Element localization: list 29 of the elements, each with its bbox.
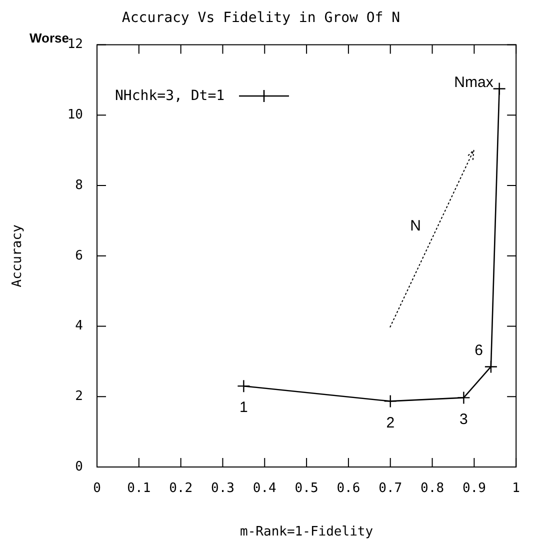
- y-tick-label: 4: [75, 318, 84, 334]
- x-tick-label: 0.3: [210, 481, 234, 496]
- x-tick-label: 0.5: [294, 481, 318, 496]
- x-tick-label: 0.9: [462, 481, 486, 496]
- x-tick-label: 1: [512, 481, 520, 496]
- y-tick-label: 0: [75, 459, 83, 474]
- chart-title: Accuracy Vs Fidelity in Grow Of N: [122, 10, 400, 26]
- annotation: 1: [240, 399, 248, 416]
- x-tick-label: 0: [93, 481, 101, 496]
- x-axis-title: m-Rank=1-Fidelity: [240, 524, 374, 540]
- annotation: 2: [386, 414, 395, 432]
- legend-label: NHchk=3, Dt=1: [115, 88, 225, 104]
- text: Worse: [30, 30, 69, 46]
- y-axis-title: Accuracy: [10, 224, 26, 288]
- y-tick-label: 6: [75, 248, 83, 264]
- y-tick-label: 8: [75, 178, 83, 193]
- y-tick-label: 10: [67, 108, 83, 123]
- x-tick-label: 0.8: [420, 481, 444, 496]
- x-tick-label: 0.6: [336, 481, 360, 496]
- annotation: 3: [460, 410, 468, 428]
- y-tick-label: 2: [75, 389, 83, 404]
- annotation: 6: [474, 342, 483, 359]
- annotation: Nmax: [454, 74, 494, 91]
- x-tick-label: 0.2: [169, 481, 193, 496]
- annotation: N: [410, 217, 421, 234]
- x-tick-label: 0.4: [252, 481, 277, 496]
- x-tick-label: 0.1: [127, 481, 151, 496]
- y-tick-label: 12: [67, 37, 83, 52]
- x-tick-label: 0.7: [378, 481, 402, 496]
